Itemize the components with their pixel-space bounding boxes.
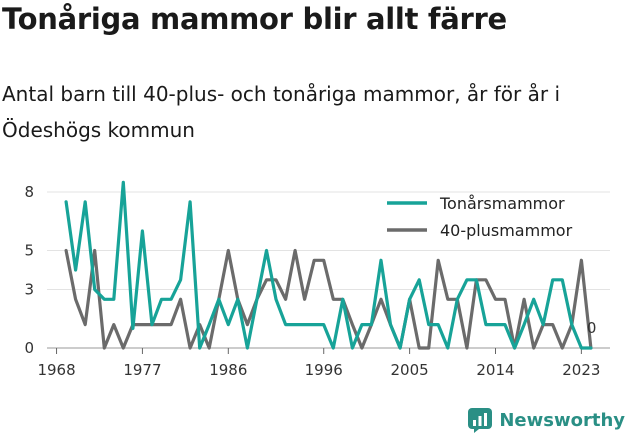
x-axis-ticks: 1968 1977 1986 1996 2005 2014 2023 <box>37 348 600 379</box>
series-line-ton-rsmammor <box>64 180 593 350</box>
legend: Tonårsmammor 40-plusmammor <box>387 194 573 240</box>
y-tick-label: 5 <box>24 242 34 260</box>
x-tick-label: 1996 <box>305 361 343 379</box>
y-tick-label: 3 <box>24 281 34 299</box>
x-tick-label: 1968 <box>37 361 75 379</box>
legend-label: Tonårsmammor <box>439 194 565 213</box>
end-value-label: 0 <box>587 319 597 337</box>
newsworthy-logo-icon <box>468 408 493 433</box>
brand-name: Newsworthy <box>499 409 625 431</box>
x-tick-label: 2005 <box>391 361 429 379</box>
line-chart: 0 3 5 8 1968 1977 1986 1996 2005 2014 2023 Tonårs… <box>24 180 610 379</box>
series-lines <box>64 180 593 350</box>
x-tick-label: 1986 <box>209 361 247 379</box>
y-tick-label: 0 <box>24 339 34 357</box>
chart-title: Tonåriga mammor blir allt färre <box>2 2 507 36</box>
x-tick-label: 2014 <box>476 361 514 379</box>
x-tick-label: 2023 <box>562 361 600 379</box>
brand: Newsworthy <box>467 407 625 433</box>
x-tick-label: 1977 <box>123 361 161 379</box>
legend-label: 40-plusmammor <box>440 221 573 240</box>
y-axis-ticks: 0 3 5 8 <box>24 183 34 357</box>
chart-subtitle: Antal barn till 40-plus- och tonåriga ma… <box>2 82 561 142</box>
y-tick-label: 8 <box>24 183 34 201</box>
